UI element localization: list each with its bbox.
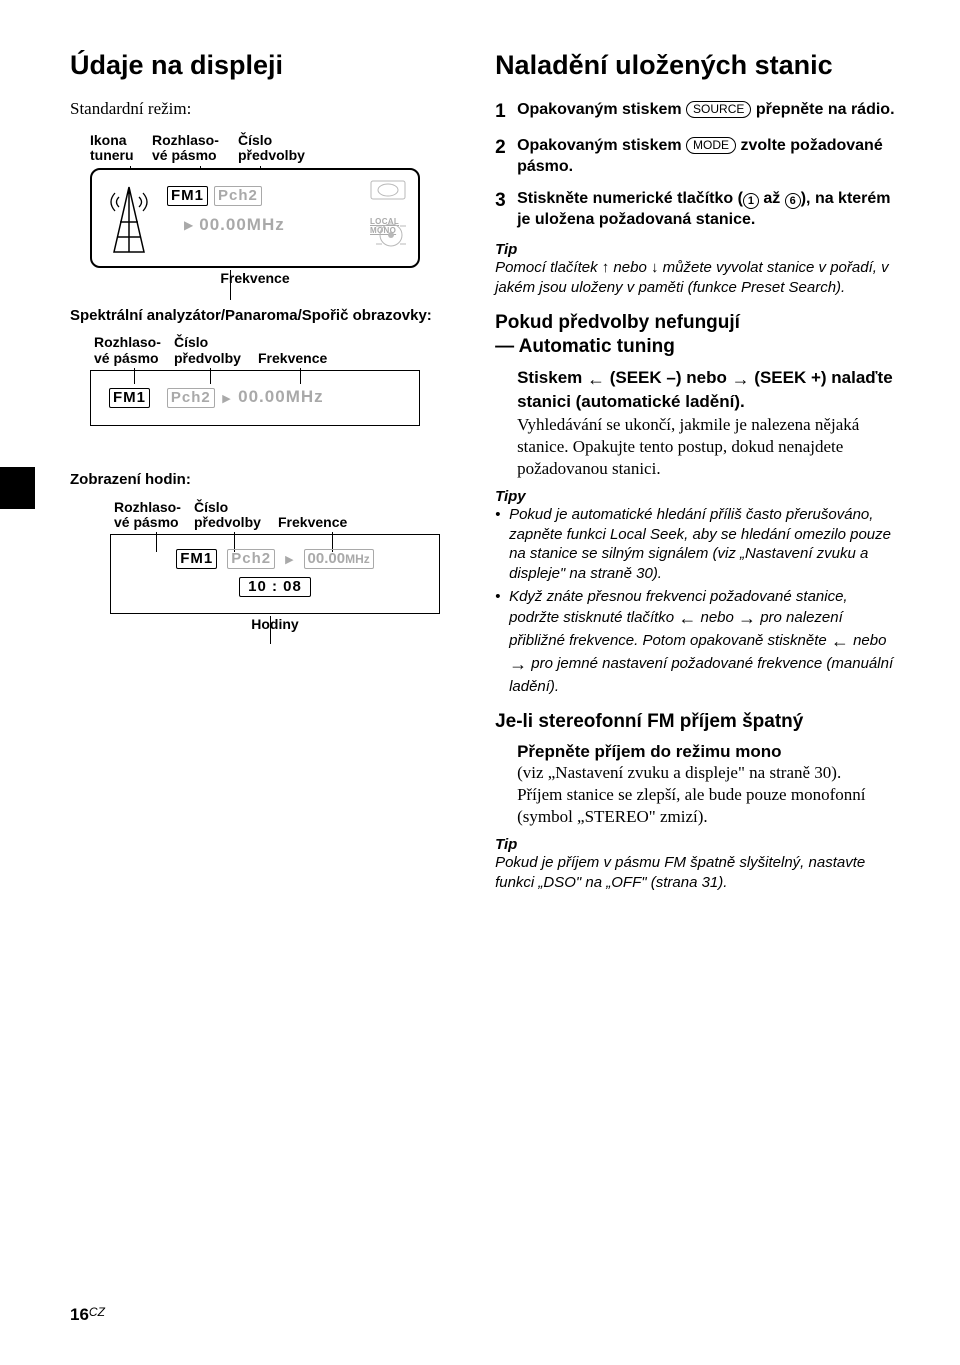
page-number: 16CZ: [70, 1305, 105, 1325]
label-band: Rozhlaso- vé pásmo: [152, 133, 238, 164]
heading-auto-tuning: Pokud předvolby nefungují — Automatic tu…: [495, 311, 900, 359]
stereo-instruction: Přepněte příjem do režimu mono: [517, 742, 900, 762]
chip-fm: FM1: [167, 186, 208, 206]
steps-list: 1 Opakovaným stiskem SOURCE přepněte na …: [495, 99, 900, 231]
section-tab: [0, 467, 35, 509]
tuner-tower-icon: [104, 182, 154, 257]
left-title: Údaje na displeji: [70, 50, 465, 81]
label-preset: Číslo předvolby: [174, 335, 258, 366]
display-freq: 00.00MHz: [238, 387, 324, 406]
tip-body: Pokud je příjem v pásmu FM špatně slyšit…: [495, 853, 900, 892]
tip-heading: Tip: [495, 241, 900, 258]
auto-tuning-instruction: Stiskem ← (SEEK –) nebo → (SEEK +) nalaď…: [517, 367, 900, 414]
right-title: Naladění uložených stanic: [495, 50, 900, 81]
arrow-left-icon: ←: [831, 630, 849, 653]
tips-heading: Tipy: [495, 488, 900, 505]
tip-heading: Tip: [495, 836, 900, 853]
chip-pch: Pch2: [227, 549, 275, 569]
auto-tuning-body: Vyhledávání se ukončí, jakmile je naleze…: [517, 414, 900, 480]
play-icon: ▶: [285, 553, 293, 566]
label-band: Rozhlaso- vé pásmo: [94, 335, 174, 366]
label-tuner-icon: Ikona tuneru: [90, 133, 152, 164]
play-icon: ▶: [222, 393, 230, 405]
callout-line: [270, 616, 271, 644]
arrow-left-icon: ←: [587, 367, 605, 391]
section-spectral-label: Spektrální analyzátor/Panaroma/Spořič ob…: [70, 306, 465, 326]
left-column: Údaje na displeji Standardní režim: Ikon…: [70, 50, 465, 902]
section-clock-label: Zobrazení hodin:: [70, 470, 465, 490]
tip-body: Pomocí tlačítek ↑ nebo ↓ můžete vyvolat …: [495, 258, 900, 297]
chip-fm: FM1: [176, 549, 217, 569]
step-1: 1 Opakovaným stiskem SOURCE přepněte na …: [495, 99, 900, 125]
tip-item: Když znáte přesnou frekvenci požadované …: [495, 587, 900, 696]
right-column: Naladění uložených stanic 1 Opakovaným s…: [495, 50, 900, 902]
chip-pch: Pch2: [167, 388, 215, 408]
play-icon: ▶: [184, 218, 193, 232]
source-button-label: SOURCE: [686, 101, 751, 118]
callout-line: [230, 270, 231, 300]
display-panel-clock: FM1 Pch2 ▶ 00.00MHz 10 : 08: [110, 534, 440, 614]
mode-button-label: MODE: [686, 137, 736, 154]
arrow-right-icon: →: [509, 653, 527, 676]
num-6-button: 6: [785, 193, 801, 209]
mode-standard-label: Standardní režim:: [70, 99, 465, 119]
chip-fm: FM1: [109, 388, 150, 408]
display-panel-standard: FM1 Pch2 ▶ 00.00MHz LOCAL MONO: [90, 168, 420, 268]
arrow-right-icon: →: [738, 607, 756, 630]
tip-item: Pokud je automatické hledání příliš čast…: [495, 505, 900, 583]
label-freq: Frekvence: [278, 500, 347, 531]
chip-freq: 00.00MHz: [304, 549, 374, 569]
display-freq: 00.00MHz: [199, 215, 285, 235]
display-panel-spectral: FM1 Pch2 ▶ 00.00MHz: [90, 370, 420, 426]
chip-time: 10 : 08: [239, 577, 311, 597]
label-band: Rozhlaso- vé pásmo: [114, 500, 194, 531]
step-2: 2 Opakovaným stiskem MODE zvolte požadov…: [495, 135, 900, 178]
arrow-right-icon: →: [732, 367, 750, 391]
label-freq: Frekvence: [258, 335, 327, 366]
label-clock: Hodiny: [110, 616, 440, 632]
chip-pch: Pch2: [214, 186, 262, 206]
heading-stereo: Je-li stereofonní FM příjem špatný: [495, 710, 900, 734]
step-3: 3 Stiskněte numerické tlačítko (1 až 6),…: [495, 188, 900, 231]
label-freq: Frekvence: [90, 270, 420, 286]
tips-list: Pokud je automatické hledání příliš čast…: [495, 505, 900, 696]
num-1-button: 1: [743, 193, 759, 209]
signal-icon: [374, 220, 408, 255]
stereo-body: (viz „Nastavení zvuku a displeje" na str…: [517, 762, 900, 828]
arrow-left-icon: ←: [678, 607, 696, 630]
label-preset: Číslo předvolby: [194, 500, 278, 531]
label-preset: Číslo předvolby: [238, 133, 305, 164]
